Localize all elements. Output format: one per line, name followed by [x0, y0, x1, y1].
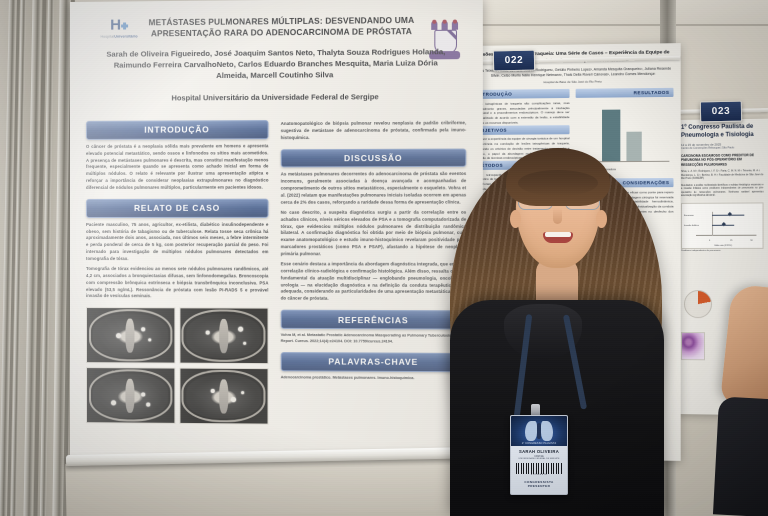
ear-left: [510, 210, 521, 228]
section-text-introducao: O câncer de próstata é a neoplasia sólid…: [85, 143, 269, 191]
ct-slice-4: [178, 367, 269, 425]
section-heading-relato: RELATO DE CASO: [85, 198, 269, 218]
poster-023-authors: Silva, L. A. M.¹; Rodrigues, I. F. S.¹; …: [680, 169, 764, 181]
chest-ct-figure-grid: [85, 307, 269, 425]
poster-main-left-column: INTRODUÇÃO O câncer de próstata é a neop…: [85, 113, 269, 425]
conference-badge: 1º CONGRESSO PAULISTA SARAH OLIVEIRA CRM…: [510, 415, 568, 495]
badge-barcode: [516, 463, 562, 474]
forest-label-0: Escamoso: [683, 214, 694, 217]
forest-x-label: Odds ratio (IC95%): [714, 244, 732, 247]
badge-org-line: 1º CONGRESSO PAULISTA: [521, 442, 557, 445]
forest-x-axis: [695, 234, 757, 236]
poster-main-header: H HospitalUniversitário METÁSTASES PULMO…: [80, 6, 473, 114]
histology-pie-chart: [683, 290, 713, 319]
poster-number-tag-023: 023: [699, 100, 743, 123]
logo-mark-letter: H: [110, 16, 120, 34]
crown-icon: [431, 19, 459, 30]
badge-role: CRM-SE: [534, 455, 544, 458]
ct-slice-2: [178, 307, 269, 365]
badge-footer-line-2: PRESENTER: [527, 484, 551, 488]
ear-right: [596, 210, 607, 228]
forest-label-1: Invasão linfática: [683, 224, 699, 227]
mouth: [543, 232, 573, 243]
badge-barcode-number: 012345678: [530, 474, 548, 476]
section-text-relato-1: Paciente masculino, 75 anos, agricultor,…: [85, 221, 269, 262]
poster-main[interactable]: H HospitalUniversitário METÁSTASES PULMO…: [70, 0, 483, 469]
hair-fringe: [506, 148, 610, 206]
poster-number-tag-022: 022: [492, 49, 536, 72]
poster-023-forest-plot: Escamoso Invasão linfática 0 25 50 Odds …: [680, 202, 764, 249]
poster-022-section-heading-0: INTRODUÇÃO: [472, 89, 570, 100]
poster-022-affiliation: Hospital de Base de São José do Rio Pret…: [543, 79, 602, 85]
poster-presenter: 1º CONGRESSO PAULISTA SARAH OLIVEIRA CRM…: [432, 118, 682, 516]
lanyard-clip: [531, 404, 540, 417]
poster-main-title: METÁSTASES PULMONARES MÚLTIPLAS: DESVEND…: [148, 15, 415, 39]
poster-023-title: CARCINOMA ESCAMOSO COMO PREDITOR DE PNEU…: [680, 152, 755, 167]
poster-main-authors: Sarah de Oliveira Figueiredo, José Joaqu…: [106, 47, 446, 80]
poster-023-event-venue: Centro de Convenções Rebouças | São Paul…: [680, 145, 735, 150]
poster-main-affiliation: Hospital Universitário da Universidade F…: [171, 92, 379, 103]
lungs-icon: [525, 421, 553, 441]
poster-023-event-title: 1º Congresso Paulista de Pneumologia e T…: [680, 123, 754, 139]
bystander-trousers: [712, 396, 768, 516]
medical-cross-icon: [121, 22, 128, 29]
section-text-relato-2: Tomografia de tórax evidenciou ao menos …: [85, 265, 269, 299]
section-heading-introducao: INTRODUÇÃO: [85, 120, 269, 140]
logo-name-light: Hospital: [100, 34, 115, 39]
badge-footer-line-1: CONGRESSISTA: [524, 480, 554, 484]
nose: [553, 208, 562, 224]
badge-footer: CONGRESSISTA PRESENTER: [511, 480, 567, 488]
histopathology-micrograph: [680, 332, 706, 361]
poster-022-section-heading-3: RESULTADOS: [575, 88, 674, 99]
poster-023-body: Resultados: a análise multivariada ident…: [680, 184, 764, 198]
badge-name: SARAH OLIVEIRA: [518, 449, 560, 454]
ct-slice-1: [85, 307, 175, 364]
badge-institution: UNIVERSIDADE FEDERAL DE SERGIPE: [518, 458, 560, 460]
poster-023-figure-caption: Preditores independentes de pneumonia: [680, 250, 721, 253]
ct-slice-3: [85, 367, 175, 425]
poster-board-frame-stack: [0, 0, 76, 516]
badge-header: 1º CONGRESSO PAULISTA: [511, 416, 567, 446]
